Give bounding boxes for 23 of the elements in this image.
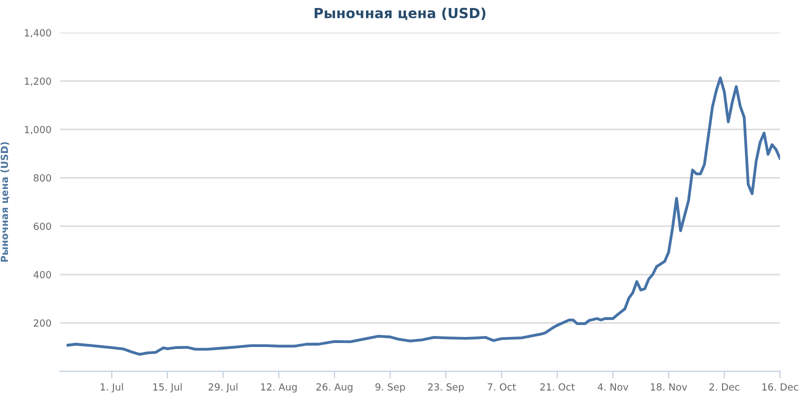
y-tick-label: 1,200: [24, 77, 52, 86]
x-tick-label: 2. Dec: [709, 383, 740, 391]
x-tick-label: 7. Oct: [488, 383, 516, 391]
y-tick-label: 800: [34, 174, 52, 182]
x-tick-label: 15. Jul: [153, 383, 182, 392]
y-tick-label: 600: [34, 222, 52, 230]
line-series: [66, 76, 780, 356]
y-axis-title: Рыночная цена (USD): [0, 142, 10, 262]
x-tick-label: 29. Jul: [208, 383, 238, 392]
x-tick-label: 9. Sep: [375, 383, 405, 392]
x-tick-label: 23. Sep: [428, 383, 464, 392]
y-tick-label: 200: [34, 319, 52, 327]
chart-title: Рыночная цена (USD): [314, 8, 486, 20]
x-tick-label: 21. Oct: [540, 383, 575, 391]
x-tick-label: 26. Aug: [316, 383, 352, 392]
y-tick-label: 1,400: [24, 29, 52, 38]
y-tick-label: 1,000: [24, 126, 52, 134]
x-tick-label: 1. Jul: [100, 383, 123, 392]
x-tick-label: 16. Dec: [762, 383, 798, 391]
x-tick-label: 12. Aug: [261, 383, 297, 392]
x-tick-label: 4. Nov: [598, 383, 628, 391]
y-tick-label: 400: [34, 271, 52, 278]
x-tick-label: 18. Nov: [650, 383, 688, 391]
